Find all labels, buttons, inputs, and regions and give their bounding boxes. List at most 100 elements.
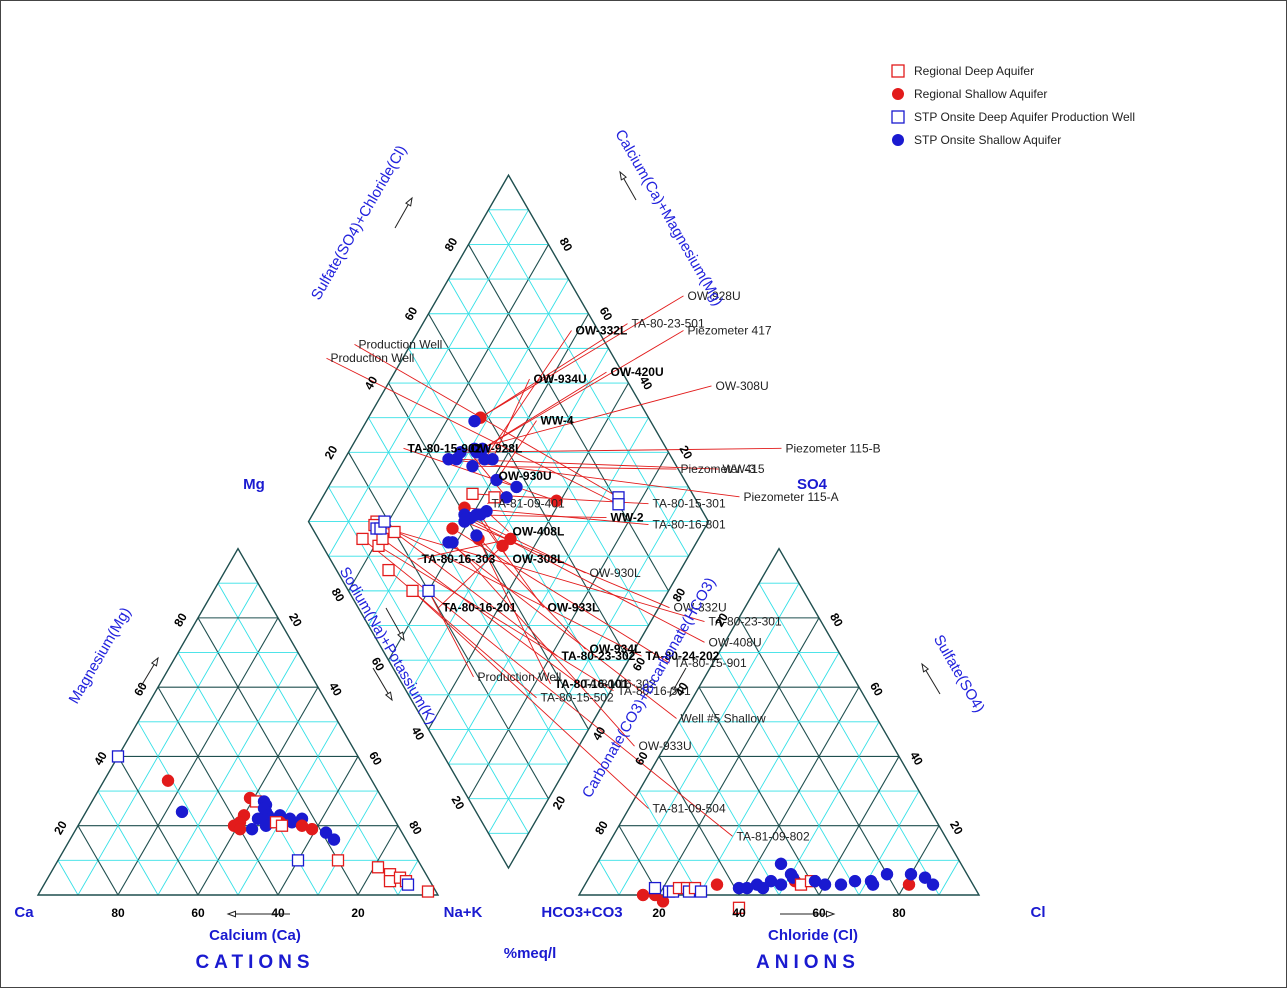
point-label: TA-80-15-301 (653, 497, 726, 511)
leader-line (464, 521, 670, 609)
anion-point (648, 881, 662, 895)
diamond-point (422, 584, 435, 598)
cation-grid-line (117, 756, 199, 896)
diamond-ul-tick: 80 (442, 235, 461, 254)
cation-left-tick: 40 (91, 749, 110, 768)
cation-right-tick: 40 (326, 680, 345, 699)
diamond-outline (307, 173, 710, 870)
point-label: TA-80-16-201 (443, 601, 517, 615)
leader-line (496, 420, 537, 481)
point-label: OW-933L (548, 601, 600, 615)
anion-axis-right: Sulfate(SO4) (930, 632, 988, 716)
diamond-ll-tick: 80 (329, 586, 348, 605)
diamond-point (446, 522, 459, 535)
leader-line (476, 535, 586, 650)
anion-bottom-tick: 40 (732, 906, 746, 920)
leader-line (472, 465, 677, 470)
legend-item: STP Onsite Shallow Aquifer (892, 133, 1061, 147)
anion-grid-line (818, 756, 900, 896)
cation-axis-bottom: Calcium (Ca) (209, 927, 301, 944)
point-label: TA-81-09-504 (653, 802, 726, 816)
diamond-point (510, 480, 523, 494)
anion-point (784, 867, 798, 881)
diamond-point (550, 494, 563, 508)
anion-right-tick: 20 (947, 818, 966, 837)
diamond-ur-tick: 80 (557, 235, 576, 254)
leader-line (474, 385, 712, 450)
diamond-lr-tick: 80 (670, 585, 689, 604)
anion-grid-line (678, 721, 780, 896)
diamond-point (442, 452, 455, 466)
point-label: Piezometer 115-B (786, 441, 881, 455)
anion-bottom-tick: 60 (812, 906, 826, 920)
leader-line (492, 378, 530, 460)
anion-left-tick: 60 (632, 749, 651, 768)
legend-label: STP Onsite Shallow Aquifer (914, 133, 1061, 147)
anion-left-tick: 80 (592, 818, 611, 837)
diamond-ll-tick: 60 (369, 655, 388, 674)
anion-point (918, 871, 932, 884)
cation-grid-line (97, 790, 159, 896)
diamond-axis-ul: Sulfate(SO4)+Chloride(Cl) (308, 143, 410, 303)
leader-line (378, 545, 614, 692)
cation-left-arrow-head (150, 656, 159, 667)
legend-label: Regional Deep Aquifer (914, 64, 1034, 78)
cation-grid-line (57, 860, 79, 896)
diamond-point (388, 525, 401, 539)
point-label: TA-80-16-801 (653, 518, 726, 532)
leader-line (412, 590, 649, 809)
leader-line (428, 590, 474, 678)
diamond-point (496, 539, 509, 553)
diamond-ur-tick: 40 (637, 374, 656, 393)
point-label: TA-80-23-301 (709, 615, 782, 629)
diamond-point (468, 442, 481, 456)
diamond-point (468, 414, 481, 428)
point-label: Piezometer 415 (681, 462, 765, 476)
leader-line (438, 545, 503, 608)
anion-grid-line (658, 756, 740, 896)
anion-point (732, 901, 746, 914)
leader-line (476, 330, 684, 453)
diamond-lr-tick: 20 (550, 793, 569, 812)
anion-bottom-tick: 80 (892, 906, 906, 920)
diamond-lr-tick: 60 (630, 655, 649, 674)
point-layer (111, 411, 940, 914)
anion-point (818, 878, 832, 891)
anion-corner-so4: SO4 (797, 476, 828, 493)
anion-grid-line (778, 721, 880, 896)
leader-line (354, 343, 619, 498)
point-label: TA-80-15-502 (541, 691, 614, 705)
diamond-axis-ur: Calcium(Ca)+Magnesium(Mg) (611, 127, 726, 309)
cation-grid-line (137, 721, 239, 896)
point-label: Production Well (478, 670, 562, 684)
leader-line (484, 330, 572, 460)
diamond-point (500, 491, 513, 504)
anion-point (848, 874, 862, 888)
point-label: Piezometer 115-A (744, 490, 839, 504)
diamond-point (406, 584, 419, 598)
cation-point (251, 812, 265, 826)
diamond-ll-tick: 20 (449, 793, 468, 812)
cation-left-tick: 20 (51, 818, 70, 837)
leader-line (480, 323, 628, 419)
cation-point (401, 878, 415, 891)
legend-label: Regional Shallow Aquifer (914, 87, 1047, 101)
diamond-point (446, 536, 459, 549)
leader-line (476, 514, 544, 608)
cation-grid-line (217, 583, 399, 896)
cation-point (331, 854, 345, 867)
diamond-lr-tick: 40 (590, 724, 609, 743)
point-label: Well #5 Shallow (681, 712, 766, 726)
diamond-ur-arrow-head (619, 170, 627, 181)
anion-left-tick: 20 (712, 610, 731, 629)
point-label: OW-934L (590, 642, 642, 656)
diamond-point (378, 515, 391, 528)
point-label: OW-933U (639, 739, 692, 753)
cation-grid-line (157, 652, 299, 896)
anion-grid-line (618, 583, 800, 896)
point-label: TA-80-16-101 (555, 677, 629, 691)
point-label: OW-928U (688, 289, 741, 303)
legend-item: Regional Shallow Aquifer (892, 87, 1047, 101)
legend-label: STP Onsite Deep Aquifer Production Well (914, 110, 1135, 124)
